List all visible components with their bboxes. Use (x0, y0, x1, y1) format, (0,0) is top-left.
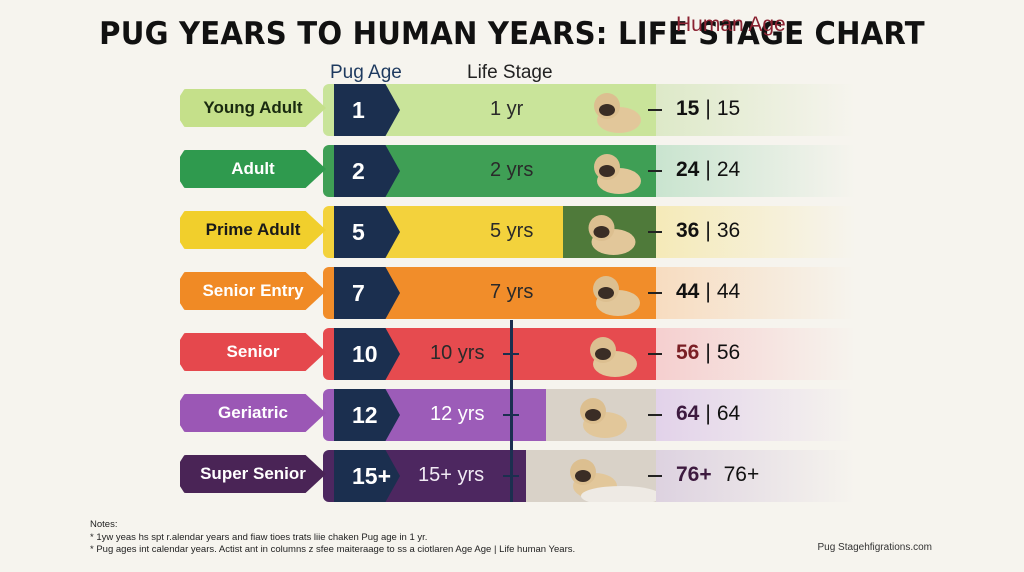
pug-photo (526, 450, 656, 502)
life-stage-value: 7 yrs (490, 281, 534, 303)
pug-photo (546, 389, 656, 441)
stage-row: Prime Adult 5 5 yrs 36 | 36 (0, 206, 1024, 258)
pug-photo (566, 328, 656, 380)
source-credit: Pug Stagehfigrations.com (817, 542, 932, 553)
life-stage-value: 12 yrs (430, 403, 485, 425)
pug-photo (574, 84, 656, 136)
notes-line-1: * 1yw yeas hs spt r.alendar years and fi… (90, 531, 428, 543)
pug-age-value: 10 (334, 328, 400, 380)
stage-row: Young Adult 1 1 yr 15 | 15 (0, 84, 1024, 136)
pug-age-value: 7 (334, 267, 400, 319)
pug-age-value: 2 (334, 145, 400, 197)
life-stage-value: 15+ yrs (418, 464, 485, 486)
pug-icon (594, 93, 641, 133)
human-age-secondary: 36 (716, 219, 741, 242)
notes-heading: Notes: (90, 519, 118, 530)
stage-label: Super Senior (180, 455, 326, 493)
human-age-value: 15 | 15 (676, 97, 740, 121)
pug-icon (588, 215, 636, 255)
connector-dash (648, 414, 662, 416)
human-age-secondary: 24 (716, 158, 741, 181)
connector-dash (648, 353, 662, 355)
human-age-band (656, 328, 856, 380)
pug-age-value: 12 (334, 389, 400, 441)
human-age-primary: 64 (676, 402, 700, 425)
connector-dash (648, 475, 662, 477)
human-age-value: 64 | 64 (676, 402, 740, 426)
pug-age-value: 5 (334, 206, 400, 258)
pug-photo (563, 206, 656, 258)
pug-photo (574, 145, 656, 197)
human-age-band (656, 145, 856, 197)
connector-dash (648, 231, 662, 233)
human-age-primary: 76+ (676, 463, 712, 486)
life-stage-value: 10 yrs (430, 342, 485, 364)
human-age-band (656, 389, 856, 441)
timeline-axis (510, 320, 513, 502)
human-age-primary: 15 (676, 97, 700, 120)
human-age-value: 76+ 76+ (676, 463, 759, 487)
chart-title: PUG YEARS TO HUMAN YEARS: LIFE STAGE CHA… (99, 16, 925, 52)
separator: | (705, 280, 711, 303)
human-age-secondary: 44 (716, 280, 741, 303)
pug-icon (590, 337, 637, 377)
separator: | (705, 158, 711, 181)
connector-dash (648, 170, 662, 172)
pug-age-value: 1 (334, 84, 400, 136)
pug-icon (570, 459, 656, 502)
human-age-primary: 24 (676, 158, 700, 181)
stage-label: Geriatric (180, 394, 326, 432)
pug-age-header: Pug Age (330, 62, 402, 83)
stage-row: Senior Entry 7 7 yrs 44 | 44 (0, 267, 1024, 319)
stage-row: Geriatric 12 12 yrs 64 | 64 (0, 389, 1024, 441)
stage-label: Prime Adult (180, 211, 326, 249)
stage-label: Adult (180, 150, 326, 188)
human-age-band (656, 84, 856, 136)
human-age-secondary: 15 (716, 97, 741, 120)
human-age-band (656, 206, 856, 258)
separator: | (705, 97, 711, 120)
stage-label: Young Adult (180, 89, 326, 127)
human-age-primary: 36 (676, 219, 700, 242)
separator: | (705, 402, 711, 425)
pug-age-value: 15+ (334, 450, 400, 502)
stage-row: Senior 10 10 yrs 56 | 56 (0, 328, 1024, 380)
human-age-primary: 56 (676, 341, 700, 364)
life-stage-value: 1 yr (490, 98, 524, 120)
human-age-value: 44 | 44 (676, 280, 740, 304)
human-age-header: Human Age (676, 13, 786, 36)
pug-icon (580, 398, 627, 438)
pug-icon (593, 276, 640, 316)
separator: | (705, 341, 711, 364)
human-age-primary: 44 (676, 280, 700, 303)
separator: | (705, 219, 711, 242)
connector-dash (648, 292, 662, 294)
notes: Notes: * 1yw yeas hs spt r.alendar years… (90, 519, 575, 557)
human-age-value: 36 | 36 (676, 219, 740, 243)
stage-label: Senior Entry (180, 272, 326, 310)
human-age-band (656, 450, 856, 502)
human-age-band (656, 267, 856, 319)
stage-row: Adult 2 2 yrs 24 | 24 (0, 145, 1024, 197)
life-stage-header: Life Stage (467, 62, 553, 83)
human-age-value: 56 | 56 (676, 341, 740, 365)
human-age-secondary: 56 (716, 341, 741, 364)
life-stage-value: 5 yrs (490, 220, 534, 242)
human-age-value: 24 | 24 (676, 158, 740, 182)
stage-label: Senior (180, 333, 326, 371)
notes-line-2: * Pug ages int calendar years. Actist an… (90, 544, 576, 555)
pug-icon (594, 154, 641, 194)
connector-dash (648, 109, 662, 111)
stage-row: Super Senior 15+ 15+ yrs 76+ 76+ (0, 450, 1024, 502)
human-age-secondary: 64 (716, 402, 741, 425)
pug-photo (572, 267, 656, 319)
human-age-secondary: 76+ (723, 463, 760, 486)
life-stage-value: 2 yrs (490, 159, 534, 181)
